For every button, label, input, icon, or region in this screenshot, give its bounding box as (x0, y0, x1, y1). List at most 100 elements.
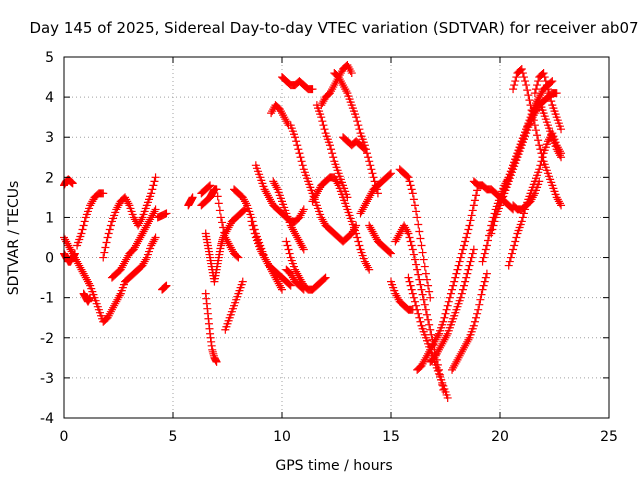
data-point (410, 201, 419, 210)
data-point (484, 236, 493, 245)
data-point (358, 205, 367, 214)
series-d1 (387, 277, 417, 314)
data-point (365, 193, 374, 202)
data-point (76, 263, 85, 272)
data-point (114, 293, 123, 302)
data-point (286, 221, 295, 230)
data-point (308, 197, 317, 206)
data-point (318, 99, 327, 108)
data-point (442, 331, 451, 340)
data-point (364, 263, 373, 272)
data-point (86, 201, 95, 210)
data-point (319, 121, 328, 130)
series-b10 (282, 265, 308, 294)
data-point (480, 277, 489, 286)
data-point (219, 223, 228, 232)
series-d8 (448, 269, 491, 374)
data-point (477, 290, 486, 299)
data-point (557, 125, 566, 134)
data-point (114, 201, 123, 210)
data-point (467, 253, 476, 262)
data-point (535, 141, 544, 150)
data-point (454, 261, 463, 270)
series-a12 (197, 181, 215, 198)
data-point (537, 149, 546, 158)
series-a11 (184, 193, 197, 210)
data-point (461, 277, 470, 286)
data-point (535, 177, 544, 186)
data-point (370, 177, 379, 186)
data-point (149, 181, 158, 190)
data-point (367, 225, 376, 234)
data-point (456, 293, 465, 302)
data-point (296, 211, 305, 220)
data-point (422, 275, 431, 284)
data-point (121, 257, 130, 266)
data-point (421, 353, 430, 362)
data-point (330, 81, 339, 90)
data-point (334, 73, 343, 82)
data-point (462, 233, 471, 242)
data-point (443, 393, 452, 402)
data-point (539, 69, 548, 78)
data-point (285, 280, 294, 289)
data-point (439, 317, 448, 326)
data-point (414, 220, 423, 229)
data-point (413, 265, 422, 274)
data-point (215, 206, 224, 215)
data-point (464, 265, 473, 274)
data-point (291, 265, 300, 274)
data-point (404, 229, 413, 238)
data-point (221, 233, 230, 242)
data-point (317, 113, 326, 122)
data-point (271, 181, 280, 190)
series-c2 (278, 73, 317, 94)
data-point (137, 215, 146, 224)
data-point (354, 121, 363, 130)
data-point (138, 229, 147, 238)
data-point (248, 221, 257, 230)
data-point (327, 87, 336, 96)
data-point (400, 221, 409, 230)
chart-title: Day 145 of 2025, Sidereal Day-to-day VTE… (29, 19, 638, 37)
data-point (424, 315, 433, 324)
data-point (429, 339, 438, 348)
data-point (420, 355, 429, 364)
data-point (115, 291, 124, 300)
data-point (218, 218, 227, 227)
data-point (434, 345, 443, 354)
data-point (129, 245, 138, 254)
data-point (526, 197, 535, 206)
data-point (140, 257, 149, 266)
data-point (143, 219, 152, 228)
y-tick-label: 4 (45, 90, 54, 106)
data-point (402, 225, 411, 234)
x-axis-label: GPS time / hours (275, 458, 392, 474)
data-point (262, 257, 271, 266)
data-point (439, 337, 448, 346)
data-point (297, 241, 306, 250)
data-point (146, 215, 155, 224)
series-a4 (73, 189, 108, 250)
data-point (278, 109, 286, 118)
data-point (405, 177, 414, 186)
data-point (418, 359, 427, 368)
series-e6 (530, 69, 566, 134)
data-point (432, 333, 441, 342)
data-point (151, 173, 160, 182)
data-point (360, 257, 369, 266)
data-point (247, 217, 256, 226)
data-point (345, 65, 354, 74)
data-point (225, 221, 234, 230)
series-b3 (201, 289, 221, 366)
data-point (425, 347, 434, 356)
data-point (149, 209, 158, 218)
data-point (355, 125, 364, 134)
data-point (260, 185, 269, 194)
data-point (298, 161, 307, 170)
data-point (416, 317, 425, 326)
data-point (392, 235, 401, 244)
data-point (535, 165, 544, 174)
data-point (451, 273, 460, 282)
data-point (99, 189, 108, 198)
